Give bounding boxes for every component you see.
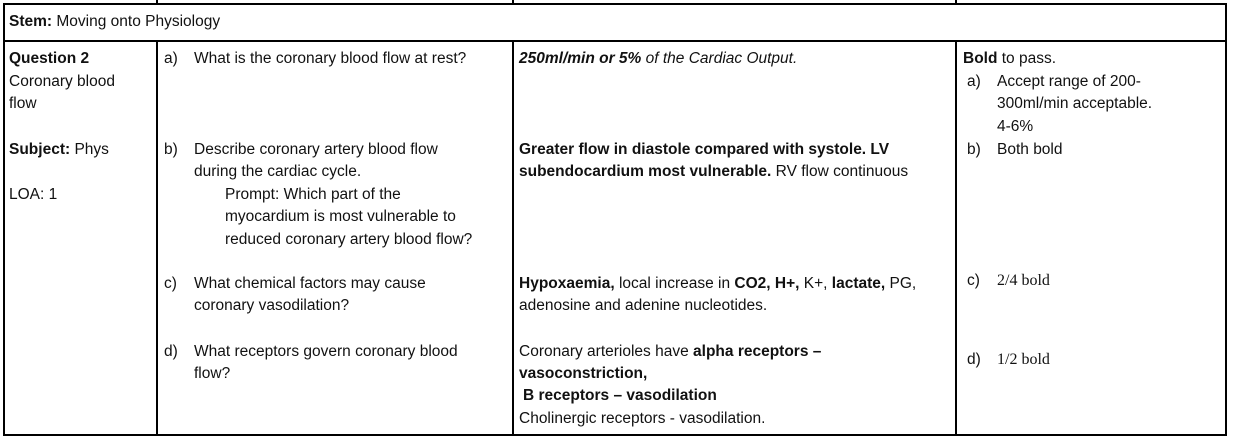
question-b-letter: b) bbox=[164, 141, 178, 158]
table-border-bottom bbox=[3, 434, 1227, 436]
question-a-letter: a) bbox=[164, 50, 178, 67]
answer-b-line-1: Greater flow in diastole compared with s… bbox=[519, 141, 890, 158]
answer-c-lactate: lactate, bbox=[831, 275, 886, 292]
question-b-line-1: Describe coronary artery blood flow bbox=[194, 141, 438, 158]
stem-label: Stem: bbox=[9, 13, 53, 30]
table-border-left bbox=[3, 3, 5, 436]
stem-row-divider bbox=[3, 40, 1227, 42]
answer-a: 250ml/min or 5% of the Cardiac Output. bbox=[519, 48, 797, 70]
answer-c-hypoxaemia: Hypoxaemia, bbox=[519, 275, 615, 292]
topic-line-1: Coronary blood bbox=[9, 73, 115, 90]
subject-label: Subject: bbox=[9, 141, 71, 158]
question-c-letter: c) bbox=[164, 275, 177, 292]
marking-a-letter: a) bbox=[967, 73, 981, 90]
answer-c-text-3: PG, bbox=[885, 275, 917, 292]
subject-row: Subject: Phys bbox=[9, 139, 109, 161]
marking-d-text: 1/2 bold bbox=[997, 351, 1050, 368]
column-stub-1 bbox=[156, 0, 158, 4]
marking-pass-text: to pass. bbox=[997, 50, 1057, 67]
question-d-line-1: What receptors govern coronary blood bbox=[194, 343, 458, 360]
question-c-line-1: What chemical factors may cause bbox=[194, 275, 426, 292]
answer-b-rest-2: RV flow continuous bbox=[771, 163, 909, 180]
column-stub-2 bbox=[512, 0, 514, 4]
answer-c-text-2: K+, bbox=[799, 275, 832, 292]
marking-c-text: 2/4 bold bbox=[997, 272, 1050, 289]
subject-value: Phys bbox=[74, 141, 109, 158]
answer-d-vasoconstriction: vasoconstriction, bbox=[519, 365, 648, 382]
answer-d-line-1: Coronary arterioles have alpha receptors… bbox=[519, 341, 821, 363]
marking-b-letter: b) bbox=[967, 141, 981, 158]
question-c-line-2: coronary vasodilation? bbox=[194, 297, 350, 314]
marking-a-line-2: 300ml/min acceptable. bbox=[997, 95, 1153, 112]
answer-c-line-1: Hypoxaemia, local increase in CO2, H+, K… bbox=[519, 273, 916, 295]
question-b-line-2: during the cardiac cycle. bbox=[194, 163, 362, 180]
marking-header: Bold to pass. bbox=[963, 48, 1056, 70]
stem-text: Moving onto Physiology bbox=[56, 13, 221, 30]
answer-d-alpha: alpha receptors – bbox=[693, 343, 822, 360]
question-d-letter: d) bbox=[164, 343, 178, 360]
answer-c-co2: CO2, H+, bbox=[734, 275, 800, 292]
topic-line-2: flow bbox=[9, 95, 37, 112]
marking-b-text: Both bold bbox=[997, 141, 1063, 158]
answer-a-rest: of the Cardiac Output. bbox=[641, 50, 798, 67]
column-stub-3 bbox=[955, 0, 957, 4]
question-a-text: What is the coronary blood flow at rest? bbox=[194, 50, 467, 67]
marking-bold-word: Bold bbox=[963, 50, 998, 67]
question-b-prompt-2: myocardium is most vulnerable to bbox=[225, 208, 456, 225]
answer-b-bold-2: subendocardium most vulnerable. bbox=[519, 163, 772, 180]
question-b-prompt-1: Prompt: Which part of the bbox=[225, 186, 401, 203]
marking-c-letter: c) bbox=[967, 272, 980, 289]
column-divider-3 bbox=[955, 40, 957, 436]
question-d-line-2: flow? bbox=[194, 365, 231, 382]
answer-a-bold: 250ml/min or 5% bbox=[519, 50, 642, 67]
answer-d-line-2: vasoconstriction, bbox=[519, 363, 647, 385]
stem-row: Stem: Moving onto Physiology bbox=[9, 11, 220, 33]
table-border-top bbox=[3, 3, 1227, 5]
marking-a-line-1: Accept range of 200- bbox=[997, 73, 1141, 90]
answer-d-line-3: B receptors – vasodilation bbox=[523, 387, 717, 404]
question-label: Question 2 bbox=[9, 50, 90, 67]
answer-d-line-4: Cholinergic receptors - vasodilation. bbox=[519, 410, 766, 427]
loa-label: LOA: 1 bbox=[9, 186, 58, 203]
answer-b-line-2: subendocardium most vulnerable. RV flow … bbox=[519, 161, 908, 183]
table-border-right bbox=[1225, 3, 1227, 436]
column-divider-2 bbox=[512, 40, 514, 436]
column-divider-1 bbox=[156, 40, 158, 436]
marking-d-letter: d) bbox=[967, 351, 981, 368]
answer-c-text-1: local increase in bbox=[614, 275, 735, 292]
question-b-prompt-3: reduced coronary artery blood flow? bbox=[225, 231, 473, 248]
answer-d-text-1: Coronary arterioles have bbox=[519, 343, 694, 360]
marking-a-line-3: 4-6% bbox=[997, 118, 1034, 135]
answer-c-line-2: adenosine and adenine nucleotides. bbox=[519, 297, 768, 314]
